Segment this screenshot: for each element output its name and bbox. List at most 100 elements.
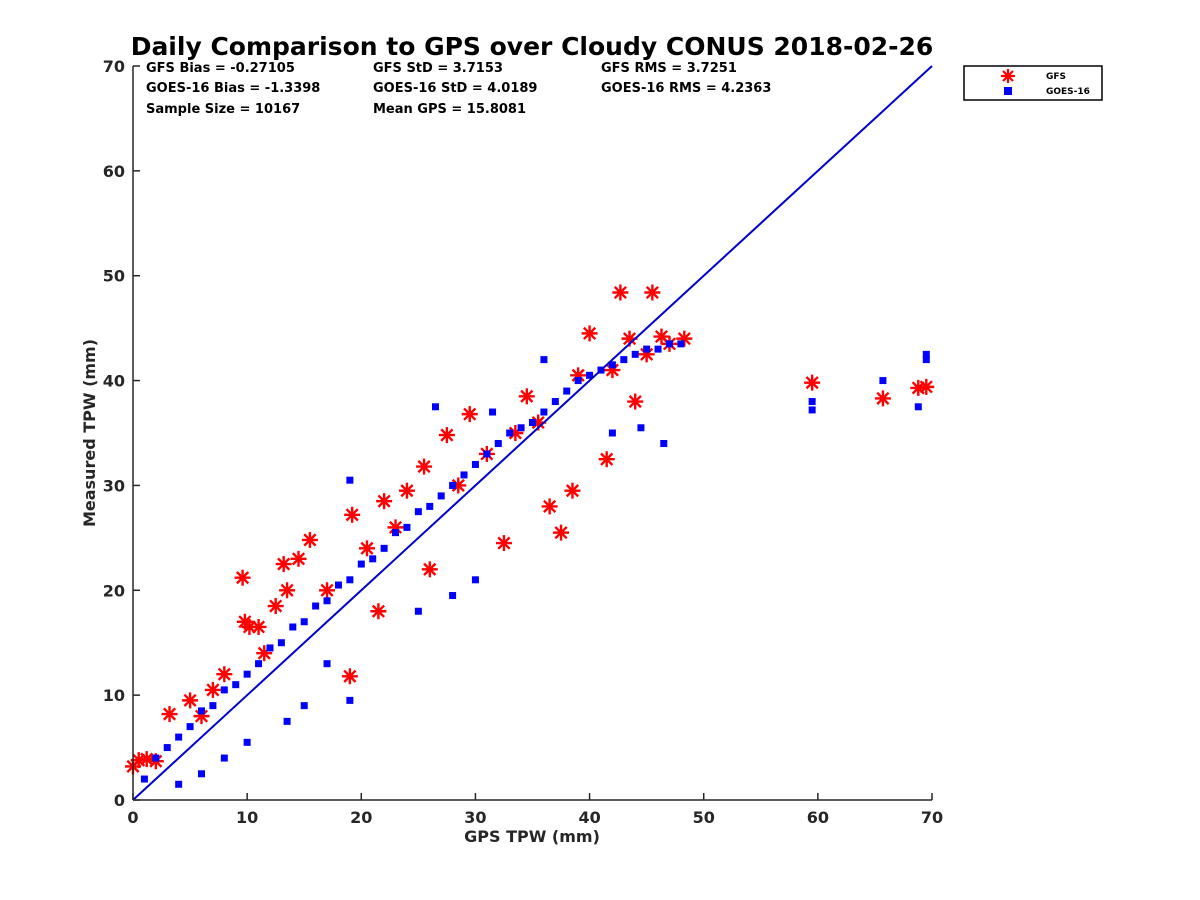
goes16-point [197,707,205,715]
gfs-point [518,388,535,405]
stat-text: GFS Bias = -0.27105 [146,61,295,76]
goes16-point [175,780,183,788]
goes16-point [334,581,342,589]
chart-title: Daily Comparison to GPS over Cloudy CONU… [131,32,934,61]
goes16-point [426,502,434,510]
goes16-point [197,770,205,778]
plot-area [125,65,935,801]
gfs-point [279,582,296,599]
goes16-point [357,560,365,568]
y-tick-label: 50 [103,267,125,286]
goes16-point [808,398,816,406]
gfs-point [161,706,178,723]
goes16-point [449,592,457,600]
stat-text: GOES-16 RMS = 4.2363 [601,81,771,96]
goes16-point [608,429,616,437]
gfs-point [344,506,361,523]
legend-label-goes16: GOES-16 [1046,87,1090,97]
series-gfs [125,284,935,775]
gfs-point [438,427,455,444]
goes16-point [209,702,217,710]
stat-text: GOES-16 Bias = -1.3398 [146,81,320,96]
goes16-point [620,356,628,364]
goes16-point [460,471,468,479]
gfs-point [804,374,821,391]
goes16-point [437,492,445,500]
goes16-point [922,350,930,358]
y-tick-label: 70 [103,57,125,76]
goes16-point [506,429,514,437]
x-tick-label: 60 [807,808,829,827]
goes16-point [277,639,285,647]
gfs-point [874,390,891,407]
goes16-point [323,660,331,668]
gfs-point [416,458,433,475]
goes16-point [266,644,274,652]
x-tick-label: 20 [350,808,372,827]
goes16-point [220,686,228,694]
goes16-point [392,529,400,537]
goes16-point [574,377,582,385]
y-tick-label: 60 [103,162,125,181]
goes16-point [369,555,377,563]
goes16-point [665,340,673,348]
gfs-point [216,666,233,683]
gfs-point [541,498,558,515]
x-tick-label: 40 [578,808,600,827]
gfs-point [612,284,629,301]
legend-marker-goes16 [1004,87,1012,95]
gfs-point [290,550,307,567]
x-tick-label: 10 [236,808,258,827]
stat-text: GFS StD = 3.7153 [373,61,503,76]
goes16-point [300,702,308,710]
goes16-point [914,403,922,411]
legend-marker-gfs [1001,69,1015,83]
x-axis-ticks: 0 10 20 30 40 50 60 70 [127,793,943,827]
x-tick-label: 30 [464,808,486,827]
goes16-point [283,717,291,725]
gfs-point [250,618,267,635]
gfs-point [553,524,570,541]
gfs-point [421,561,438,578]
legend-box [963,65,1103,101]
gfs-point [918,378,935,395]
legend: GFS GOES-16 [963,65,1103,101]
stat-text: Sample Size = 10167 [146,102,300,117]
goes16-point [346,696,354,704]
goes16-point [243,738,251,746]
goes16-point [489,408,497,416]
gfs-point [267,598,284,615]
gfs-point [644,284,661,301]
goes16-point [551,398,559,406]
goes16-point [346,576,354,584]
goes16-point [677,340,685,348]
goes16-point [152,754,160,762]
gfs-point [598,451,615,468]
gfs-point [319,582,336,599]
goes16-point [608,361,616,369]
y-tick-label: 10 [103,686,125,705]
one-to-one-line [132,65,933,801]
goes16-point [300,618,308,626]
stat-text: GOES-16 StD = 4.0189 [373,81,537,96]
stat-text: Mean GPS = 15.8081 [373,102,526,117]
goes16-point [289,623,297,631]
gfs-point [234,569,251,586]
goes16-point [346,476,354,484]
gfs-point [341,668,358,685]
y-axis-ticks: 0 10 20 30 40 50 60 70 [103,57,140,810]
goes16-point [922,356,930,364]
goes16-point [414,508,422,516]
goes16-point [483,450,491,458]
y-tick-label: 40 [103,372,125,391]
goes16-point [449,481,457,489]
gfs-point [370,603,387,620]
goes16-point [140,775,148,783]
x-tick-label: 0 [127,808,138,827]
series-goes16 [140,340,930,788]
goes16-point [414,607,422,615]
goes16-point [163,744,171,752]
goes16-point [637,424,645,432]
goes16-point [529,419,536,427]
